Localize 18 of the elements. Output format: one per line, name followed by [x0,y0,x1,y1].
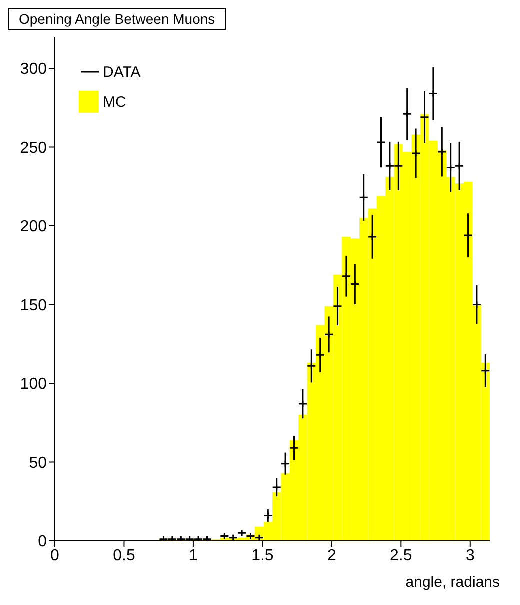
x-tick-label: 1 [189,547,198,564]
x-tick-label: 3 [466,547,475,564]
y-tick-label: 0 [38,534,48,551]
chart-title: Opening Angle Between Muons [8,8,226,30]
y-tick-label: 50 [29,454,48,472]
x-tick-label: 2.5 [390,547,412,564]
x-tick-label: 0 [50,547,60,564]
x-tick-label: 0.5 [113,547,136,564]
x-tick-label: 1.5 [252,547,274,564]
x-axis-title: angle, radians [406,574,500,591]
y-tick-label: 100 [20,376,48,394]
y-tick-label: 150 [20,297,48,314]
legend-label: MC [103,94,126,110]
y-tick-label: 200 [20,218,48,236]
x-tick-label: 2 [327,547,336,564]
y-tick-label: 250 [20,140,48,157]
y-tick-label: 300 [20,61,48,78]
legend-label: DATA [103,64,141,80]
